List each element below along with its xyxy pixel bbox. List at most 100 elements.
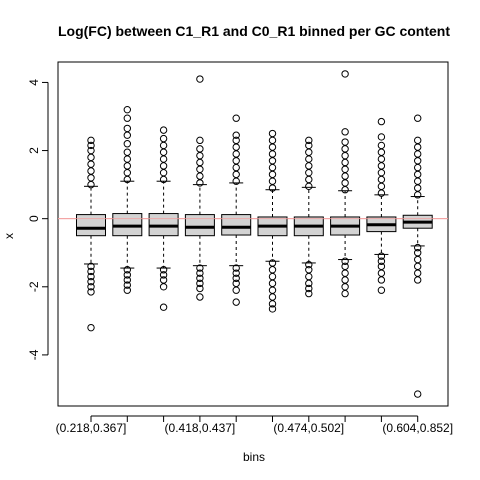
outlier-point bbox=[414, 262, 422, 271]
outlier-point bbox=[123, 105, 132, 114]
outlier-point bbox=[268, 150, 277, 158]
outlier-point bbox=[377, 162, 386, 170]
outlier-point bbox=[123, 266, 132, 274]
outlier-point bbox=[232, 286, 240, 294]
outlier-point bbox=[268, 266, 277, 274]
y-tick-label: 2 bbox=[27, 147, 41, 154]
x-tick-label: (0.218,0.367] bbox=[56, 421, 127, 435]
outlier-point bbox=[232, 269, 240, 277]
outlier-point bbox=[232, 157, 240, 165]
outlier-point bbox=[268, 177, 277, 185]
outlier-point bbox=[87, 283, 95, 291]
outlier-point bbox=[414, 163, 422, 172]
outlier-point bbox=[377, 276, 386, 284]
outlier-point bbox=[232, 131, 240, 139]
x-tick-label: (0.604,0.852] bbox=[382, 421, 453, 435]
outlier-point bbox=[87, 272, 95, 281]
outlier-point bbox=[159, 148, 168, 156]
plot-frame bbox=[57, 61, 449, 407]
outlier-point bbox=[305, 272, 313, 281]
y-tick-label: -2 bbox=[27, 281, 41, 292]
outlier-point bbox=[87, 167, 95, 175]
outlier-point bbox=[196, 165, 204, 173]
outlier-point bbox=[268, 279, 277, 288]
outlier-point bbox=[341, 257, 349, 265]
outlier-point bbox=[305, 175, 313, 184]
outlier-point bbox=[87, 146, 95, 155]
outlier-point bbox=[268, 163, 277, 172]
outlier-point bbox=[377, 117, 386, 126]
outlier-point bbox=[196, 284, 204, 293]
outlier-point bbox=[377, 252, 386, 260]
chart-marks: -4 -2 0 2 4 (0.218,0.367] (0.418,0.437] (0.474,… bbox=[27, 70, 453, 435]
outlier-point bbox=[159, 271, 168, 279]
outlier-point bbox=[377, 133, 386, 141]
outlier-point bbox=[305, 289, 313, 298]
box bbox=[184, 214, 215, 237]
box bbox=[221, 214, 252, 236]
x-tick-label: (0.418,0.437] bbox=[165, 421, 236, 435]
outlier-point bbox=[196, 75, 204, 83]
outlier-point bbox=[414, 170, 422, 179]
outlier-point bbox=[196, 158, 204, 167]
outlier-point bbox=[377, 189, 386, 197]
outlier-point bbox=[377, 182, 386, 191]
outlier-point bbox=[341, 145, 349, 153]
outlier-point bbox=[196, 279, 204, 288]
outlier-point bbox=[87, 141, 95, 150]
outlier-point bbox=[159, 134, 168, 143]
outlier-point bbox=[414, 269, 422, 277]
outlier-point bbox=[123, 140, 132, 148]
outlier-point bbox=[341, 158, 349, 167]
outlier-point bbox=[414, 276, 422, 284]
outlier-point bbox=[232, 136, 240, 145]
outlier-point bbox=[123, 281, 132, 289]
outlier-point bbox=[377, 269, 386, 277]
outlier-point bbox=[414, 157, 422, 165]
outlier-point bbox=[232, 170, 240, 179]
outlier-point bbox=[159, 155, 168, 163]
outlier-point bbox=[196, 179, 204, 187]
outlier-point bbox=[414, 150, 422, 158]
outlier-point bbox=[159, 303, 168, 311]
outlier-point bbox=[123, 271, 132, 279]
outlier-point bbox=[159, 141, 168, 150]
outlier-point bbox=[268, 143, 277, 151]
outlier-point bbox=[232, 298, 240, 306]
outlier-point bbox=[414, 184, 422, 192]
outlier-point bbox=[305, 260, 313, 269]
outlier-point bbox=[268, 129, 277, 138]
x-axis-label: bins bbox=[243, 450, 265, 464]
outlier-point bbox=[305, 279, 313, 288]
outlier-point bbox=[87, 160, 95, 168]
outlier-point bbox=[87, 288, 95, 296]
outlier-point bbox=[123, 131, 132, 139]
box bbox=[112, 213, 143, 237]
y-tick-label: 0 bbox=[27, 215, 41, 222]
outlier-point bbox=[305, 162, 313, 170]
outlier-point bbox=[196, 172, 204, 180]
outlier-point bbox=[87, 323, 95, 332]
outlier-point bbox=[123, 114, 132, 122]
y-axis-label: x bbox=[2, 233, 16, 239]
outlier-point bbox=[268, 157, 277, 165]
outlier-point bbox=[377, 148, 386, 156]
outlier-point bbox=[341, 276, 349, 284]
outlier-point bbox=[87, 180, 95, 189]
outlier-point bbox=[196, 293, 204, 301]
outlier-point bbox=[268, 170, 277, 179]
outlier-point bbox=[377, 141, 386, 150]
outlier-point bbox=[305, 155, 313, 163]
outlier-point bbox=[377, 257, 386, 265]
outlier-point bbox=[196, 264, 204, 272]
outlier-point bbox=[341, 172, 349, 180]
outlier-point bbox=[196, 151, 204, 160]
outlier-point bbox=[123, 286, 132, 294]
outlier-point bbox=[123, 168, 132, 177]
outlier-point bbox=[123, 148, 132, 156]
outlier-point bbox=[305, 168, 313, 177]
outlier-point bbox=[414, 143, 422, 151]
outlier-point bbox=[196, 145, 204, 153]
outlier-point bbox=[414, 114, 422, 122]
